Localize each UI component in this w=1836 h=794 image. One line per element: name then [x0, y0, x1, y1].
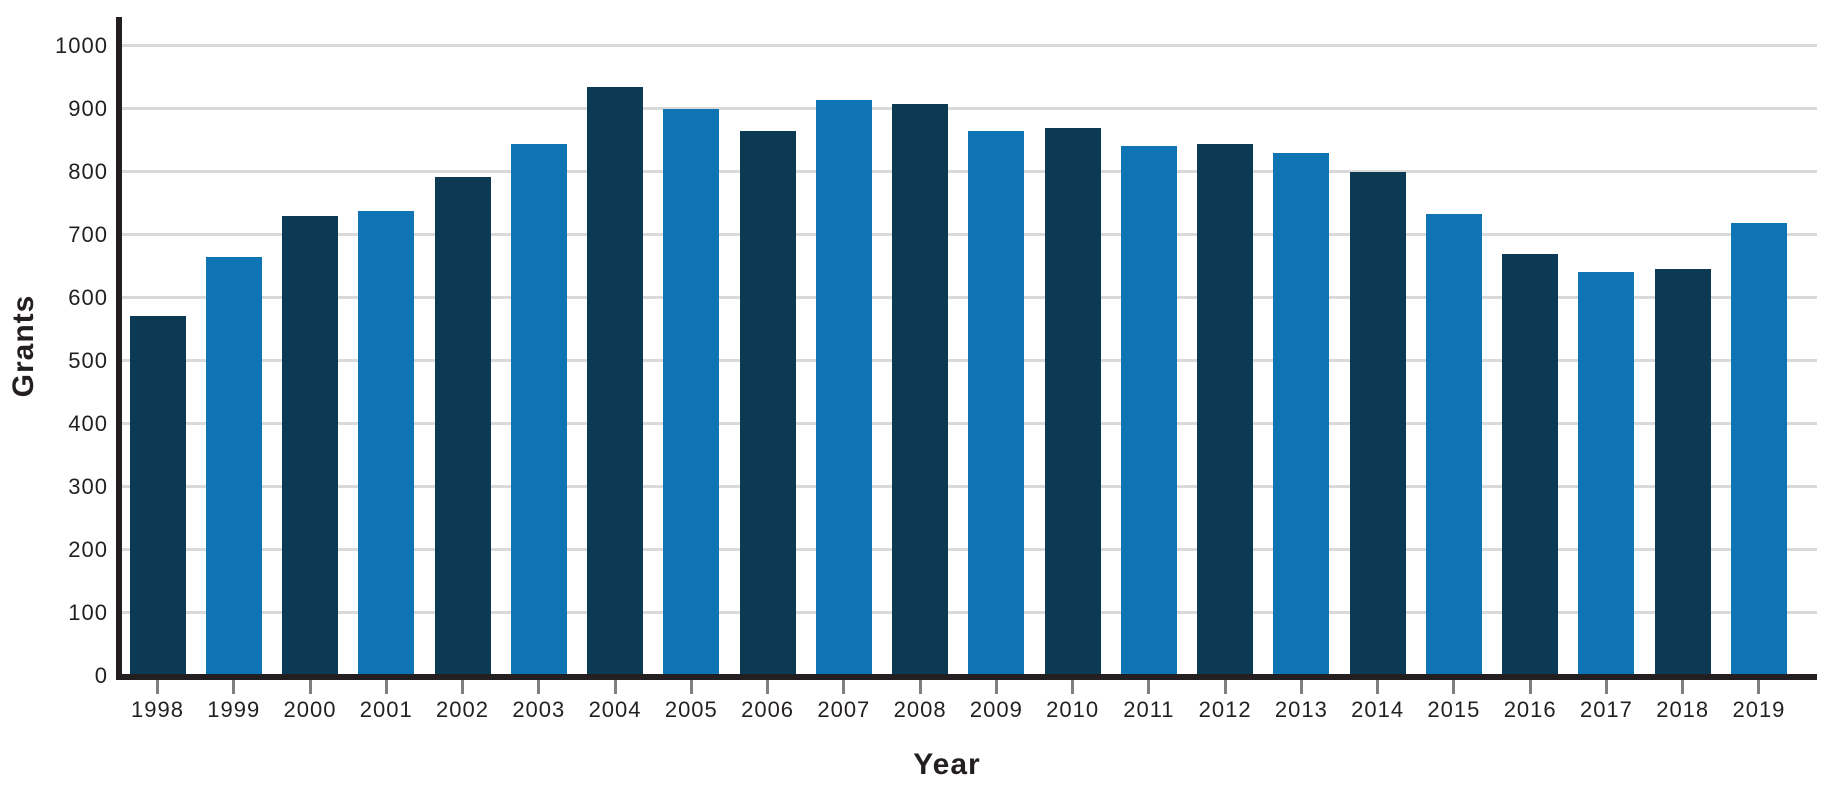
x-tick-mark-2010 — [1071, 680, 1075, 694]
x-tick-label-2007: 2007 — [817, 697, 871, 722]
bar-2008 — [892, 104, 949, 676]
bar-2018 — [1654, 268, 1711, 676]
bar-2015 — [1425, 214, 1482, 676]
bar-2002 — [434, 177, 491, 676]
y-tick-label-900: 900 — [68, 95, 108, 121]
bar-2005 — [663, 108, 720, 676]
y-gridline-1000 — [122, 44, 1817, 47]
bar-2003 — [510, 143, 567, 676]
x-tick-label-2001: 2001 — [359, 697, 413, 722]
x-tick-mark-1998 — [156, 680, 159, 694]
bar-2012 — [1197, 143, 1254, 676]
y-axis-spine — [116, 17, 122, 680]
x-tick-mark-2007 — [842, 680, 846, 694]
x-tick-mark-1999 — [232, 680, 236, 694]
x-tick-mark-2018 — [1681, 680, 1685, 694]
y-tick-label-0: 0 — [94, 663, 108, 688]
bar-2016 — [1502, 254, 1559, 676]
bar-2004 — [587, 87, 644, 676]
x-tick-label-2014: 2014 — [1351, 697, 1405, 722]
bar-1998 — [129, 315, 186, 676]
y-tick-label-1000: 1000 — [55, 32, 108, 58]
bar-2019 — [1730, 223, 1787, 676]
bar-1999 — [205, 257, 262, 676]
x-tick-mark-2016 — [1528, 680, 1532, 694]
x-tick-mark-2002 — [461, 680, 465, 694]
x-tick-label-2002: 2002 — [436, 697, 489, 722]
x-tick-label-2015: 2015 — [1427, 697, 1481, 722]
x-tick-label-2013: 2013 — [1274, 697, 1328, 722]
x-tick-mark-2014 — [1376, 680, 1380, 694]
y-tick-label-500: 500 — [68, 347, 108, 373]
x-tick-label-1998: 1998 — [131, 697, 184, 722]
bar-2013 — [1273, 152, 1330, 676]
x-tick-mark-2015 — [1452, 680, 1456, 694]
bar-2014 — [1349, 171, 1406, 676]
x-tick-mark-2012 — [1223, 680, 1227, 694]
bar-2010 — [1044, 128, 1101, 676]
x-axis-title: Year — [913, 748, 981, 781]
x-tick-label-2016: 2016 — [1503, 697, 1557, 722]
y-gridline-900 — [122, 107, 1817, 111]
x-tick-label-2000: 2000 — [283, 697, 337, 722]
x-tick-label-2010: 2010 — [1046, 697, 1100, 722]
x-tick-label-2005: 2005 — [664, 697, 718, 722]
bar-2001 — [358, 210, 415, 676]
x-tick-mark-2001 — [384, 680, 388, 694]
y-tick-label-300: 300 — [68, 473, 108, 499]
x-tick-label-2012: 2012 — [1198, 697, 1252, 722]
x-tick-mark-2008 — [918, 680, 922, 694]
x-axis-baseline — [116, 674, 1817, 680]
x-tick-label-1999: 1999 — [207, 697, 261, 722]
x-tick-mark-2004 — [613, 680, 617, 694]
bar-2011 — [1120, 145, 1177, 676]
x-tick-label-2011: 2011 — [1123, 697, 1175, 722]
x-tick-label-2006: 2006 — [741, 697, 795, 722]
x-tick-label-2018: 2018 — [1656, 697, 1710, 722]
x-tick-label-2019: 2019 — [1732, 697, 1786, 722]
y-tick-label-800: 800 — [68, 158, 108, 184]
y-tick-label-700: 700 — [68, 221, 108, 247]
y-tick-label-100: 100 — [68, 599, 108, 625]
bar-2000 — [282, 215, 339, 676]
bar-2009 — [968, 131, 1025, 676]
y-tick-label-200: 200 — [68, 536, 108, 562]
x-tick-mark-2019 — [1757, 680, 1761, 694]
x-tick-mark-2011 — [1147, 680, 1151, 694]
y-tick-label-600: 600 — [68, 284, 108, 310]
x-tick-label-2008: 2008 — [893, 697, 947, 722]
bar-2006 — [739, 131, 796, 676]
x-tick-label-2009: 2009 — [969, 697, 1023, 722]
x-tick-label-2004: 2004 — [588, 697, 642, 722]
y-tick-label-400: 400 — [68, 410, 108, 436]
x-tick-mark-2017 — [1604, 680, 1608, 694]
x-tick-mark-2000 — [308, 680, 312, 694]
x-tick-label-2003: 2003 — [512, 697, 566, 722]
bar-2017 — [1578, 272, 1635, 676]
x-tick-mark-2009 — [994, 680, 998, 694]
x-tick-mark-2005 — [689, 680, 693, 694]
x-tick-mark-2013 — [1299, 680, 1303, 694]
x-tick-mark-2006 — [766, 680, 770, 694]
x-tick-label-2017: 2017 — [1579, 697, 1633, 722]
x-tick-mark-2003 — [537, 680, 541, 694]
bar-2007 — [815, 99, 872, 676]
